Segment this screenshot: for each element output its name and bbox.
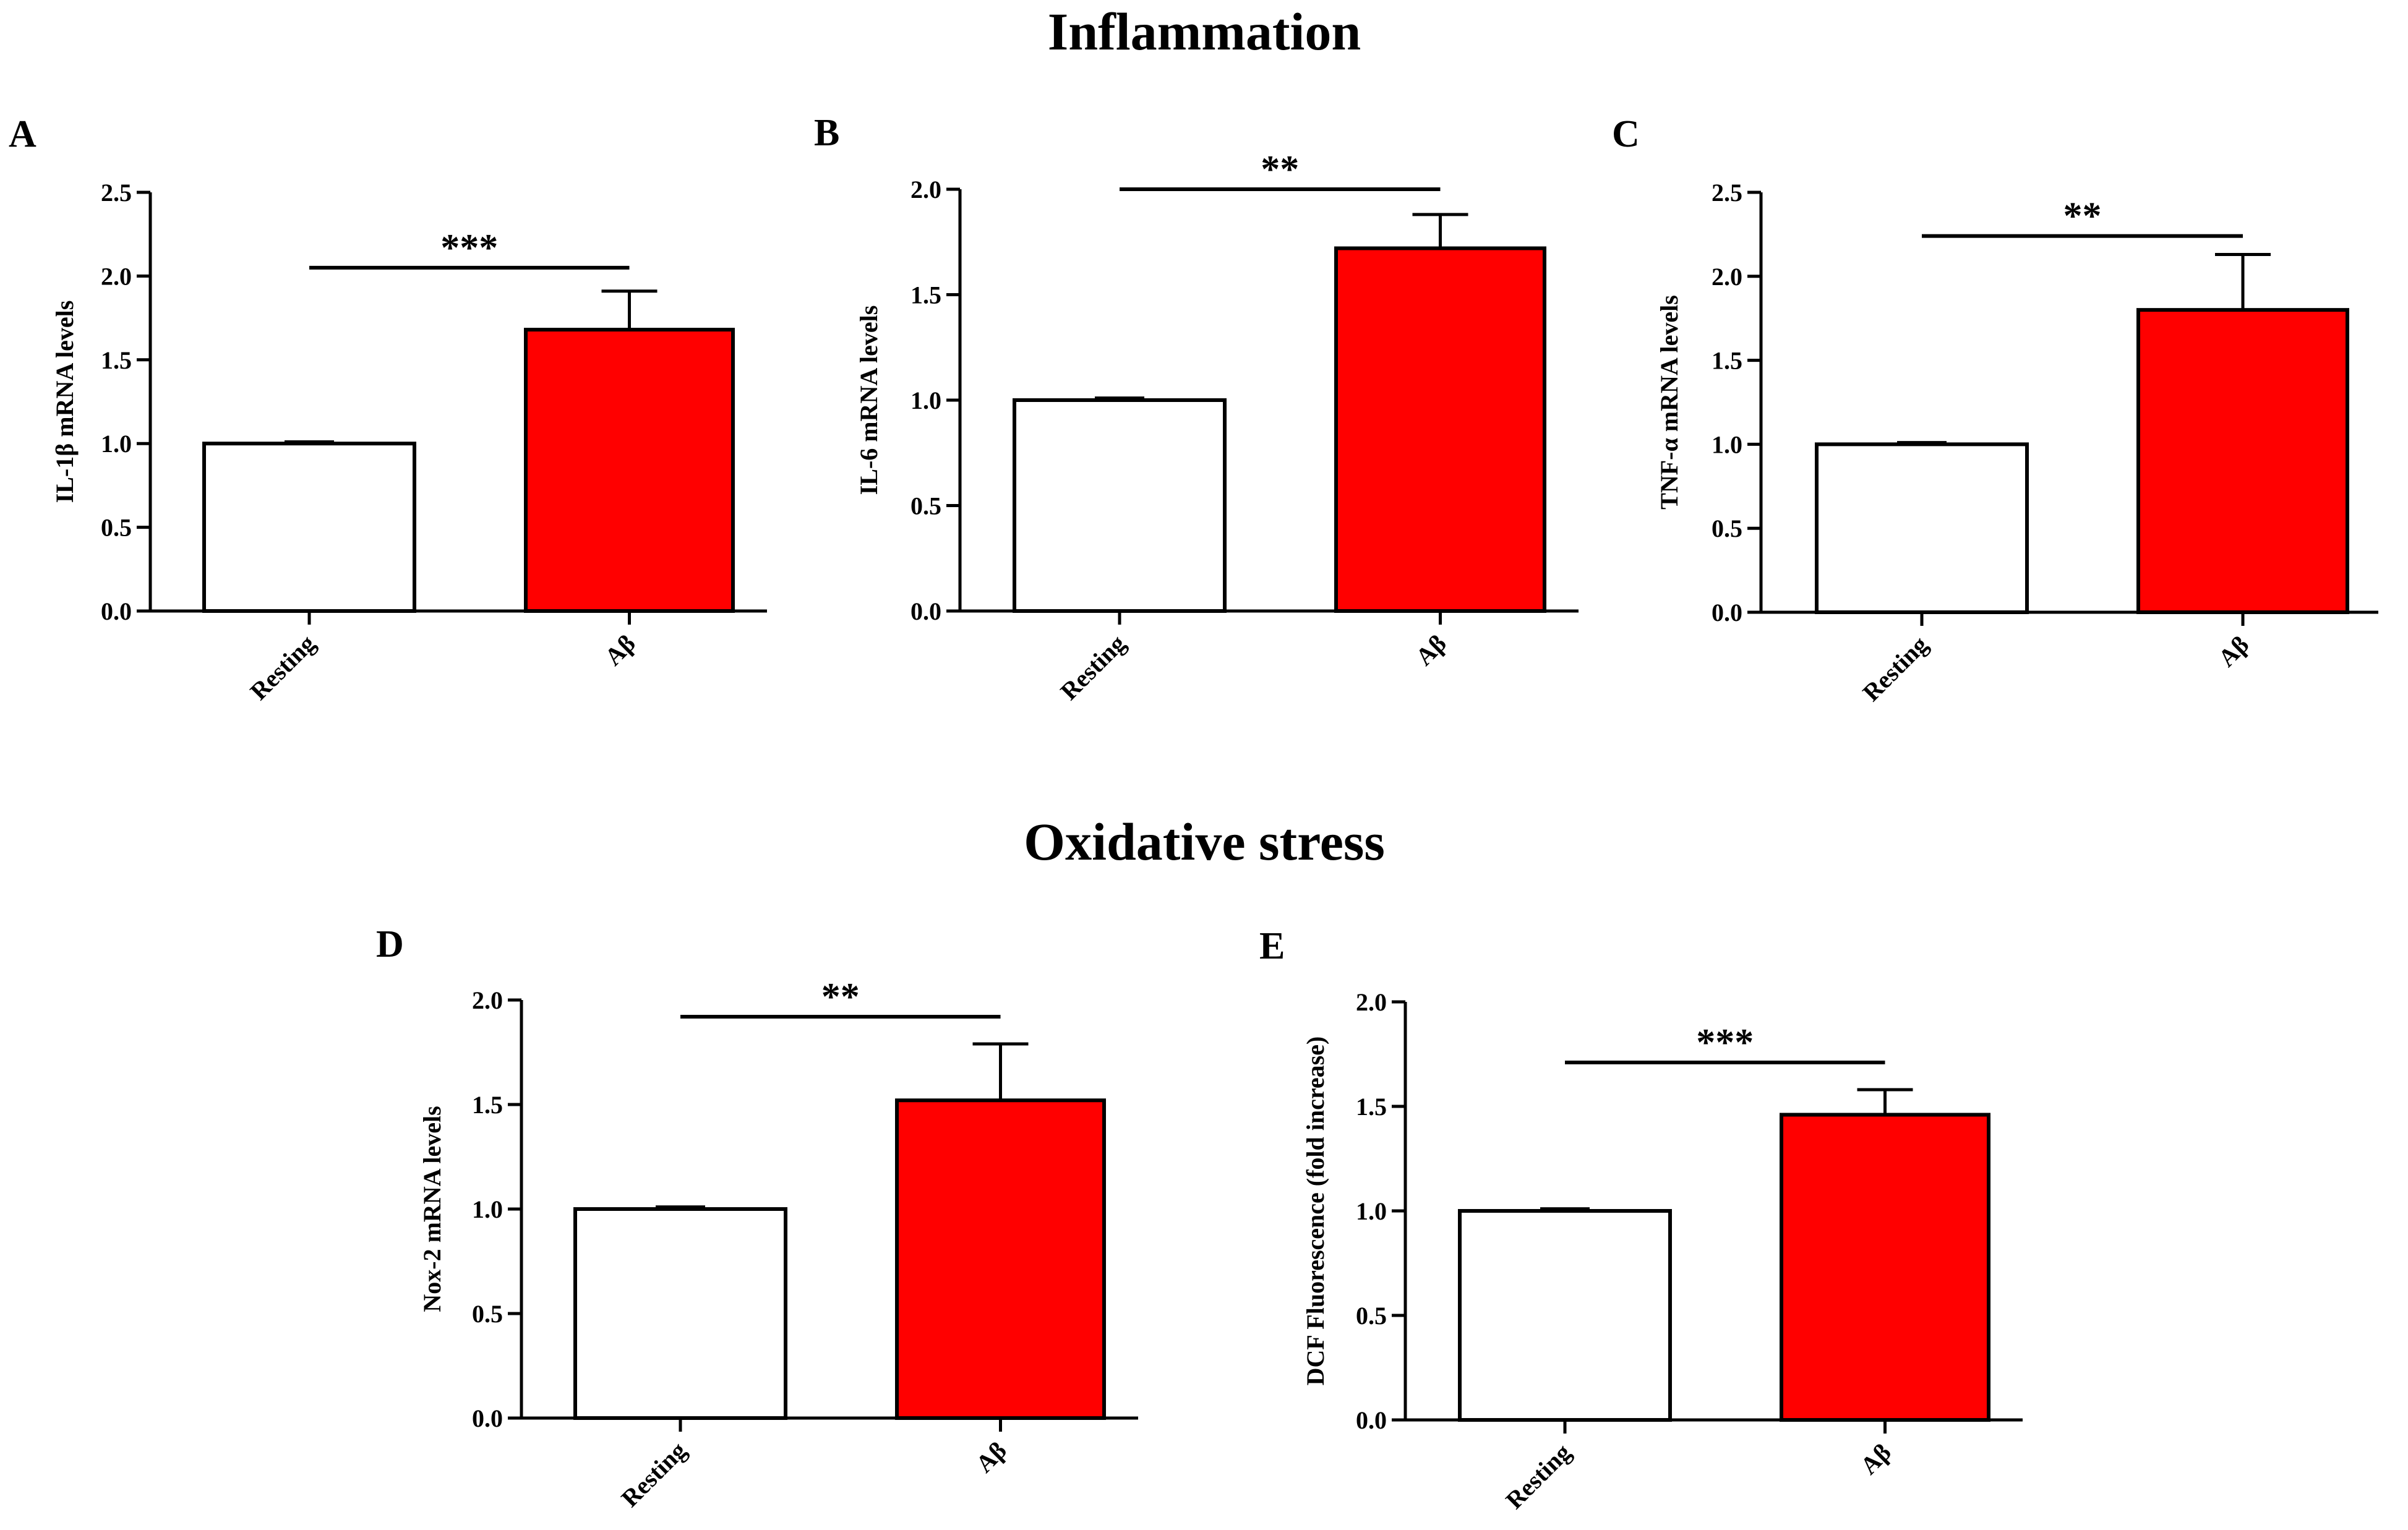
x-category-label: Aβ	[1410, 630, 1452, 671]
bar-resting	[1013, 398, 1227, 613]
significance-label: **	[821, 976, 860, 1018]
panel-letter: B	[814, 112, 839, 154]
y-axis-label: IL-6 mRNA levels	[855, 306, 883, 495]
panel-a: A 0.0 0.5 1.0 1.5 2.0 2.5 IL-1β mRNA levels Rest…	[9, 113, 767, 706]
y-tick-label: 0.5	[1356, 1302, 1387, 1330]
bar-resting	[1458, 1209, 1672, 1422]
y-axis-label: TNF-α mRNA levels	[1655, 295, 1683, 510]
bar-abeta	[1780, 1113, 1990, 1422]
panel-b: B 0.0 0.5 1.0 1.5 2.0 IL-6 mRNA levels Resting A…	[814, 112, 1579, 706]
y-tick-label: 1.0	[1712, 430, 1742, 458]
y-tick-label: 1.5	[472, 1091, 503, 1119]
y-tick-label: 1.0	[910, 387, 941, 414]
y-tick-label: 0.5	[1712, 515, 1742, 542]
y-tick-label: 1.0	[472, 1195, 503, 1223]
y-tick-label: 2.0	[1712, 263, 1742, 291]
y-tick-label: 1.5	[1712, 347, 1742, 375]
panel-letter: A	[9, 113, 36, 155]
x-category-label: Aβ	[2213, 631, 2254, 672]
y-tick-label: 2.5	[101, 179, 132, 207]
x-category-label: Aβ	[599, 630, 641, 671]
y-tick-label: 2.0	[1356, 988, 1387, 1016]
bar-abeta	[895, 1098, 1106, 1420]
y-tick-label: 0.0	[472, 1404, 503, 1432]
bar-abeta	[524, 328, 735, 613]
bar-abeta	[2136, 308, 2349, 614]
y-tick-label: 1.5	[910, 281, 941, 309]
bar-resting	[1815, 442, 2029, 615]
significance-label: **	[1261, 148, 1299, 190]
y-tick-label: 0.0	[1356, 1406, 1387, 1434]
x-category-label: Resting	[244, 630, 320, 706]
y-tick-label: 0.5	[910, 492, 941, 520]
y-tick-label: 0.5	[101, 514, 132, 542]
x-category-label: Resting	[1500, 1438, 1576, 1515]
y-tick-label: 1.0	[101, 430, 132, 458]
y-axis-label: Nox-2 mRNA levels	[418, 1106, 446, 1312]
significance-label: ***	[1696, 1022, 1754, 1064]
section-title-inflammation: Inflammation	[1048, 2, 1361, 61]
panel-letter: D	[376, 923, 404, 965]
x-category-label: Resting	[1055, 630, 1131, 706]
bar-resting	[202, 442, 416, 613]
y-tick-label: 2.0	[910, 176, 941, 203]
x-category-label: Resting	[1857, 631, 1933, 707]
section-title-oxidative-stress: Oxidative stress	[1024, 812, 1385, 871]
bar-abeta	[1334, 246, 1546, 613]
panel-c: C 0.0 0.5 1.0 1.5 2.0 2.5 TNF-α mRNA levels Rest…	[1612, 113, 2378, 707]
x-category-label: Resting	[615, 1437, 692, 1513]
panel-e: E 0.0 0.5 1.0 1.5 2.0 DCF Fluorescence (fold i…	[1259, 925, 2023, 1515]
x-category-label: Aβ	[970, 1437, 1012, 1478]
y-tick-label: 1.5	[1356, 1093, 1387, 1121]
y-tick-label: 2.0	[101, 262, 132, 290]
y-axis-label: DCF Fluorescence (fold increase)	[1301, 1036, 1329, 1386]
y-tick-label: 2.0	[472, 986, 503, 1014]
significance-label: ***	[440, 227, 498, 269]
y-tick-label: 1.0	[1356, 1197, 1387, 1225]
y-tick-label: 0.0	[1712, 599, 1742, 626]
y-tick-label: 1.5	[101, 346, 132, 374]
y-axis-label: IL-1β mRNA levels	[51, 301, 79, 503]
panel-d: D 0.0 0.5 1.0 1.5 2.0 Nox-2 mRNA levels Resting…	[376, 923, 1138, 1513]
y-tick-label: 0.0	[910, 597, 941, 625]
significance-label: **	[2063, 195, 2102, 237]
panel-letter: E	[1259, 925, 1285, 967]
bar-resting	[573, 1207, 787, 1420]
y-tick-label: 0.0	[101, 597, 132, 625]
y-tick-label: 0.5	[472, 1300, 503, 1328]
x-category-label: Aβ	[1855, 1438, 1896, 1480]
y-tick-label: 2.5	[1712, 179, 1742, 207]
panel-letter: C	[1612, 113, 1640, 155]
